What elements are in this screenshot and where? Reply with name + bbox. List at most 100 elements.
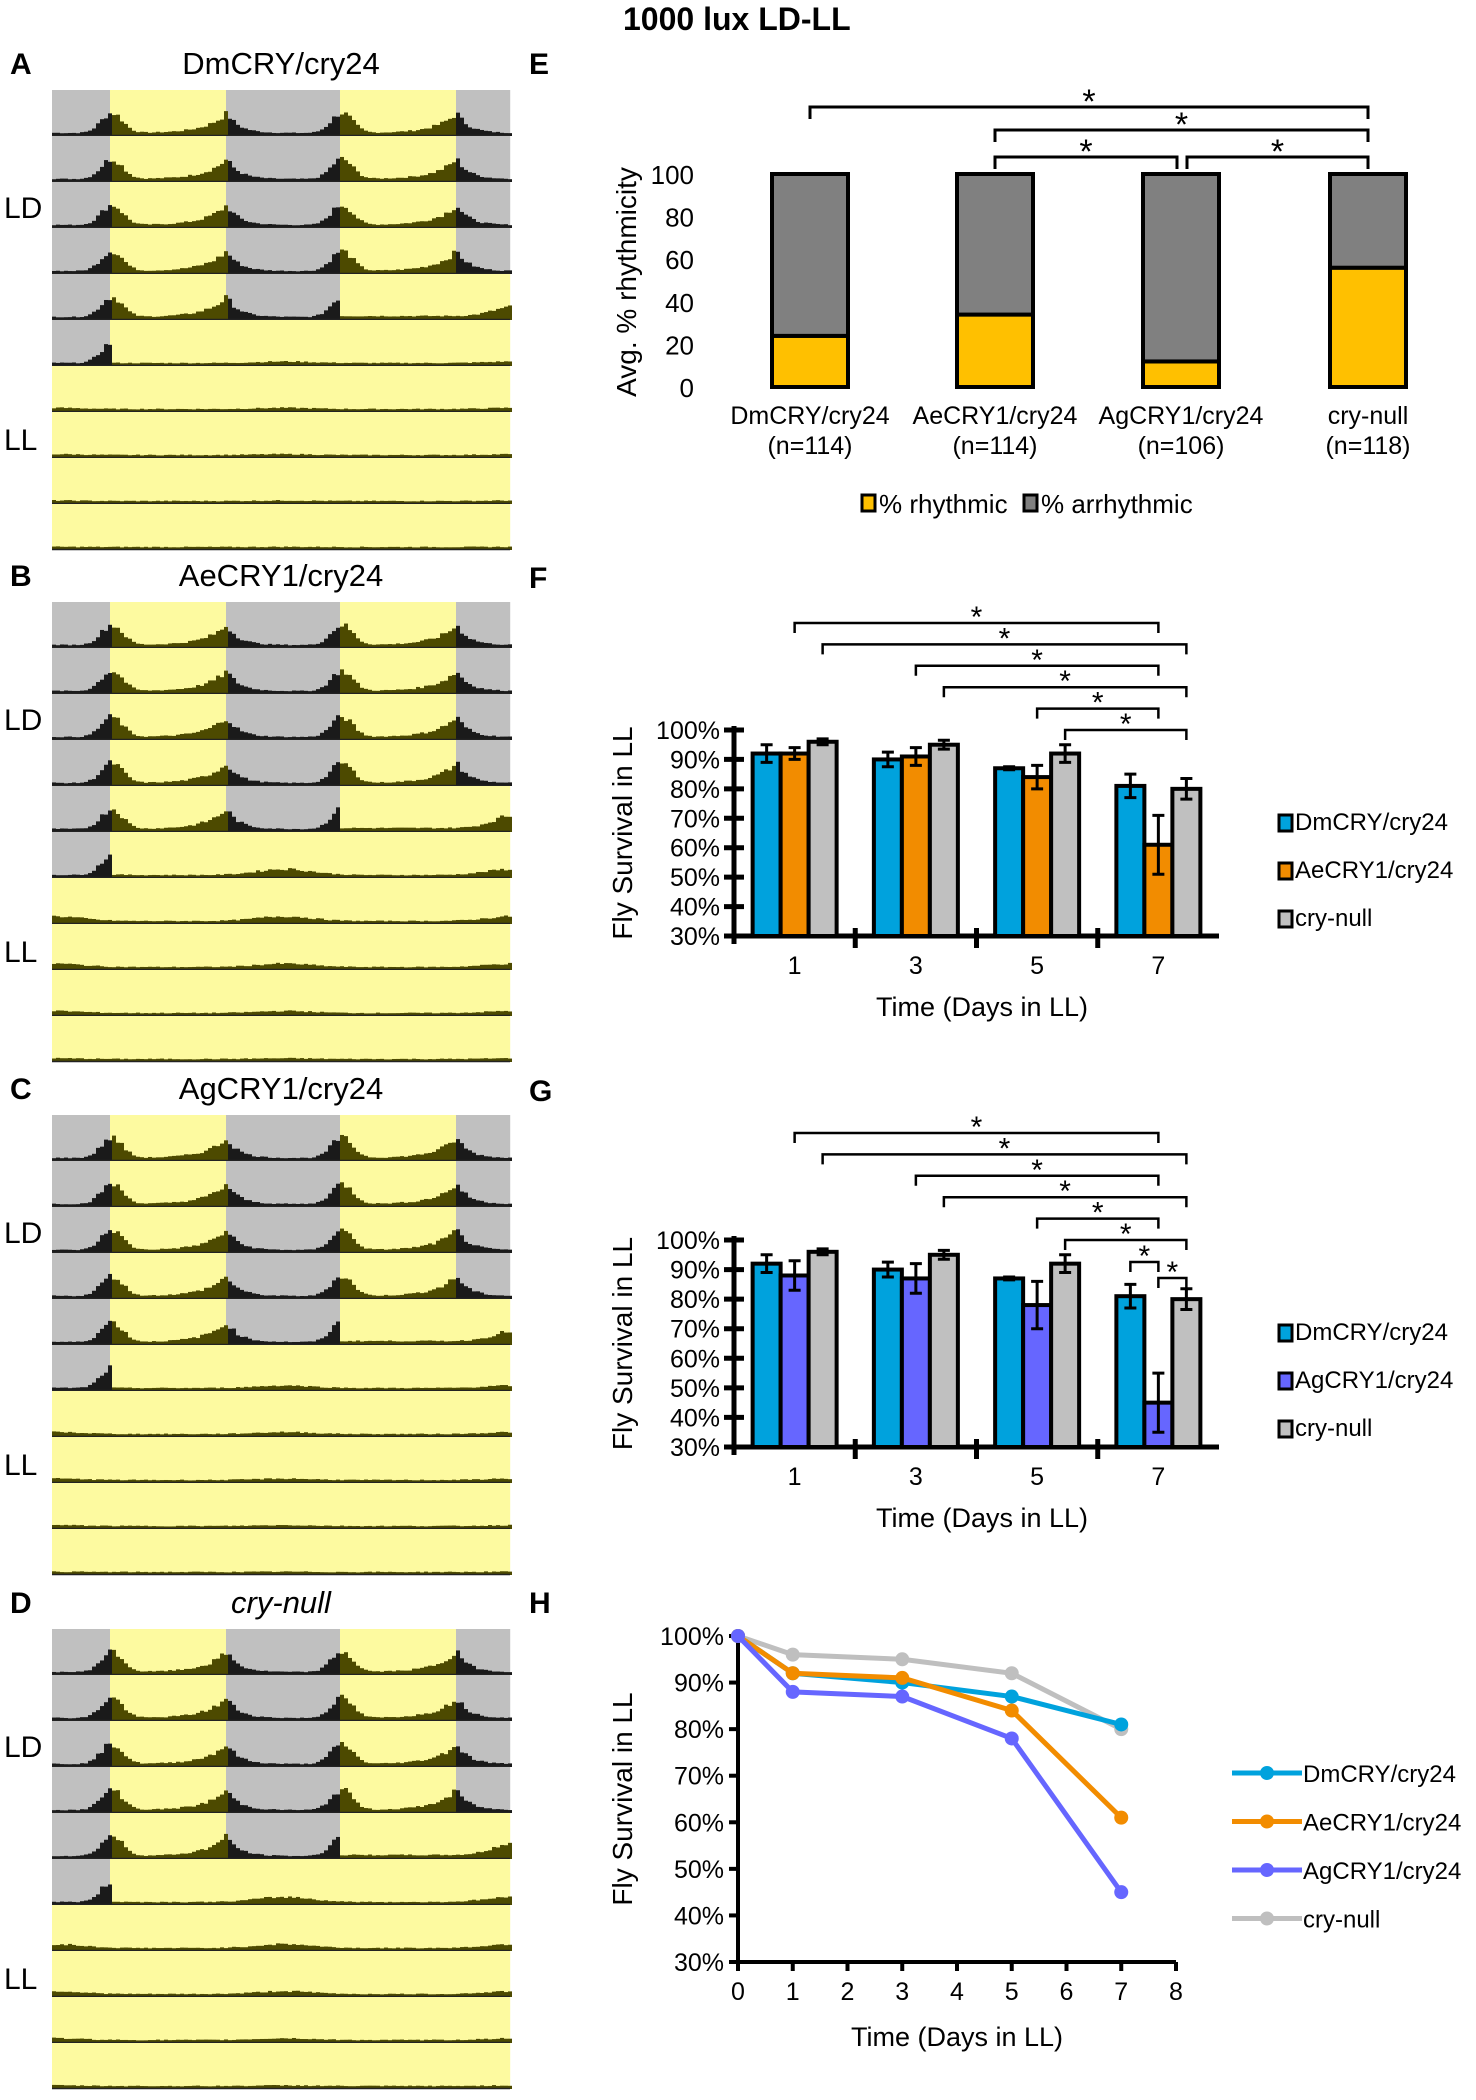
- activity-bar: [120, 547, 124, 550]
- activity-bar: [332, 116, 336, 136]
- actogram-background: [508, 320, 511, 366]
- activity-bar: [456, 207, 460, 228]
- actogram-background: [462, 182, 465, 228]
- actogram-background: [190, 694, 193, 740]
- actogram-background: [322, 740, 325, 786]
- actogram-background: [406, 504, 409, 550]
- actogram-background: [216, 602, 219, 648]
- activity-bar: [400, 177, 404, 182]
- activity-bar: [388, 224, 392, 228]
- actogram-background: [54, 136, 57, 182]
- actogram-background: [468, 228, 471, 274]
- actogram-background: [138, 740, 141, 786]
- activity-bar: [424, 733, 428, 740]
- actogram-background: [86, 412, 89, 458]
- activity-bar: [480, 500, 484, 504]
- actogram-background: [472, 694, 475, 740]
- actogram-background: [282, 182, 285, 228]
- actogram-background: [182, 182, 185, 228]
- actogram-background: [446, 182, 449, 228]
- actogram-background: [382, 458, 385, 504]
- actogram-background: [138, 602, 141, 648]
- actogram-background: [142, 786, 145, 832]
- actogram-background: [166, 366, 169, 412]
- actogram-background: [90, 648, 93, 694]
- actogram-background: [376, 504, 379, 550]
- actogram-background: [60, 182, 63, 228]
- actogram-background: [464, 366, 467, 412]
- actogram-background: [68, 458, 71, 504]
- actogram-background: [196, 504, 199, 550]
- activity-bar: [240, 501, 244, 504]
- actogram-background: [84, 182, 87, 228]
- actogram-background: [108, 648, 111, 694]
- activity-bar: [180, 176, 184, 182]
- actogram-background: [354, 182, 357, 228]
- activity-bar: [304, 547, 308, 550]
- actogram-background: [398, 90, 401, 136]
- actogram-background: [180, 786, 183, 832]
- activity-bar: [340, 717, 344, 740]
- actogram-background: [294, 182, 297, 228]
- activity-bar: [508, 782, 512, 786]
- activity-bar: [260, 132, 264, 136]
- actogram-background: [118, 602, 121, 648]
- actogram-background: [112, 366, 115, 412]
- activity-bar: [208, 262, 212, 274]
- actogram-background: [406, 458, 409, 504]
- actogram-background: [222, 412, 225, 458]
- actogram-background: [272, 366, 275, 412]
- actogram-background: [204, 602, 207, 648]
- actogram-background: [106, 320, 109, 366]
- activity-bar: [424, 175, 428, 182]
- actogram-background: [108, 458, 111, 504]
- actogram-background: [254, 90, 257, 136]
- actogram-background: [368, 458, 371, 504]
- actogram-background: [62, 366, 65, 412]
- actogram-background: [346, 694, 349, 740]
- activity-bar: [500, 500, 504, 504]
- actogram-background: [332, 412, 335, 458]
- actogram-background: [234, 602, 237, 648]
- actogram-background: [68, 412, 71, 458]
- activity-bar: [112, 206, 116, 228]
- actogram-background: [286, 786, 289, 832]
- actogram-background: [96, 136, 99, 182]
- activity-bar: [88, 500, 92, 504]
- activity-bar: [380, 362, 384, 366]
- activity-bar: [264, 224, 268, 228]
- actogram-background: [344, 136, 347, 182]
- activity-bar: [476, 266, 480, 274]
- actogram-background: [336, 228, 339, 274]
- activity-bar: [280, 361, 284, 366]
- activity-bar: [336, 363, 340, 366]
- activity-bar: [220, 409, 224, 412]
- actogram-background: [188, 274, 191, 320]
- actogram-background: [114, 366, 117, 412]
- activity-bar: [68, 271, 72, 274]
- actogram-background: [78, 136, 81, 182]
- activity-bar: [372, 690, 376, 694]
- activity-bar: [500, 782, 504, 786]
- activity-bar: [492, 454, 496, 458]
- actogram-background: [298, 90, 301, 136]
- activity-bar: [204, 308, 208, 320]
- actogram-background: [288, 274, 291, 320]
- actogram-background: [220, 458, 223, 504]
- actogram-background: [500, 458, 503, 504]
- actogram-background: [370, 504, 373, 550]
- actogram-background: [230, 136, 233, 182]
- actogram-background: [114, 504, 117, 550]
- activity-bar: [236, 215, 240, 228]
- activity-bar: [508, 305, 512, 320]
- activity-bar: [360, 641, 364, 648]
- activity-bar: [492, 132, 496, 136]
- activity-bar: [360, 316, 364, 320]
- activity-bar: [332, 362, 336, 366]
- activity-bar: [228, 255, 232, 274]
- actogram-background: [372, 90, 375, 136]
- actogram-background: [206, 90, 209, 136]
- actogram: [52, 602, 512, 1063]
- activity-bar: [104, 299, 108, 320]
- actogram-background: [132, 90, 135, 136]
